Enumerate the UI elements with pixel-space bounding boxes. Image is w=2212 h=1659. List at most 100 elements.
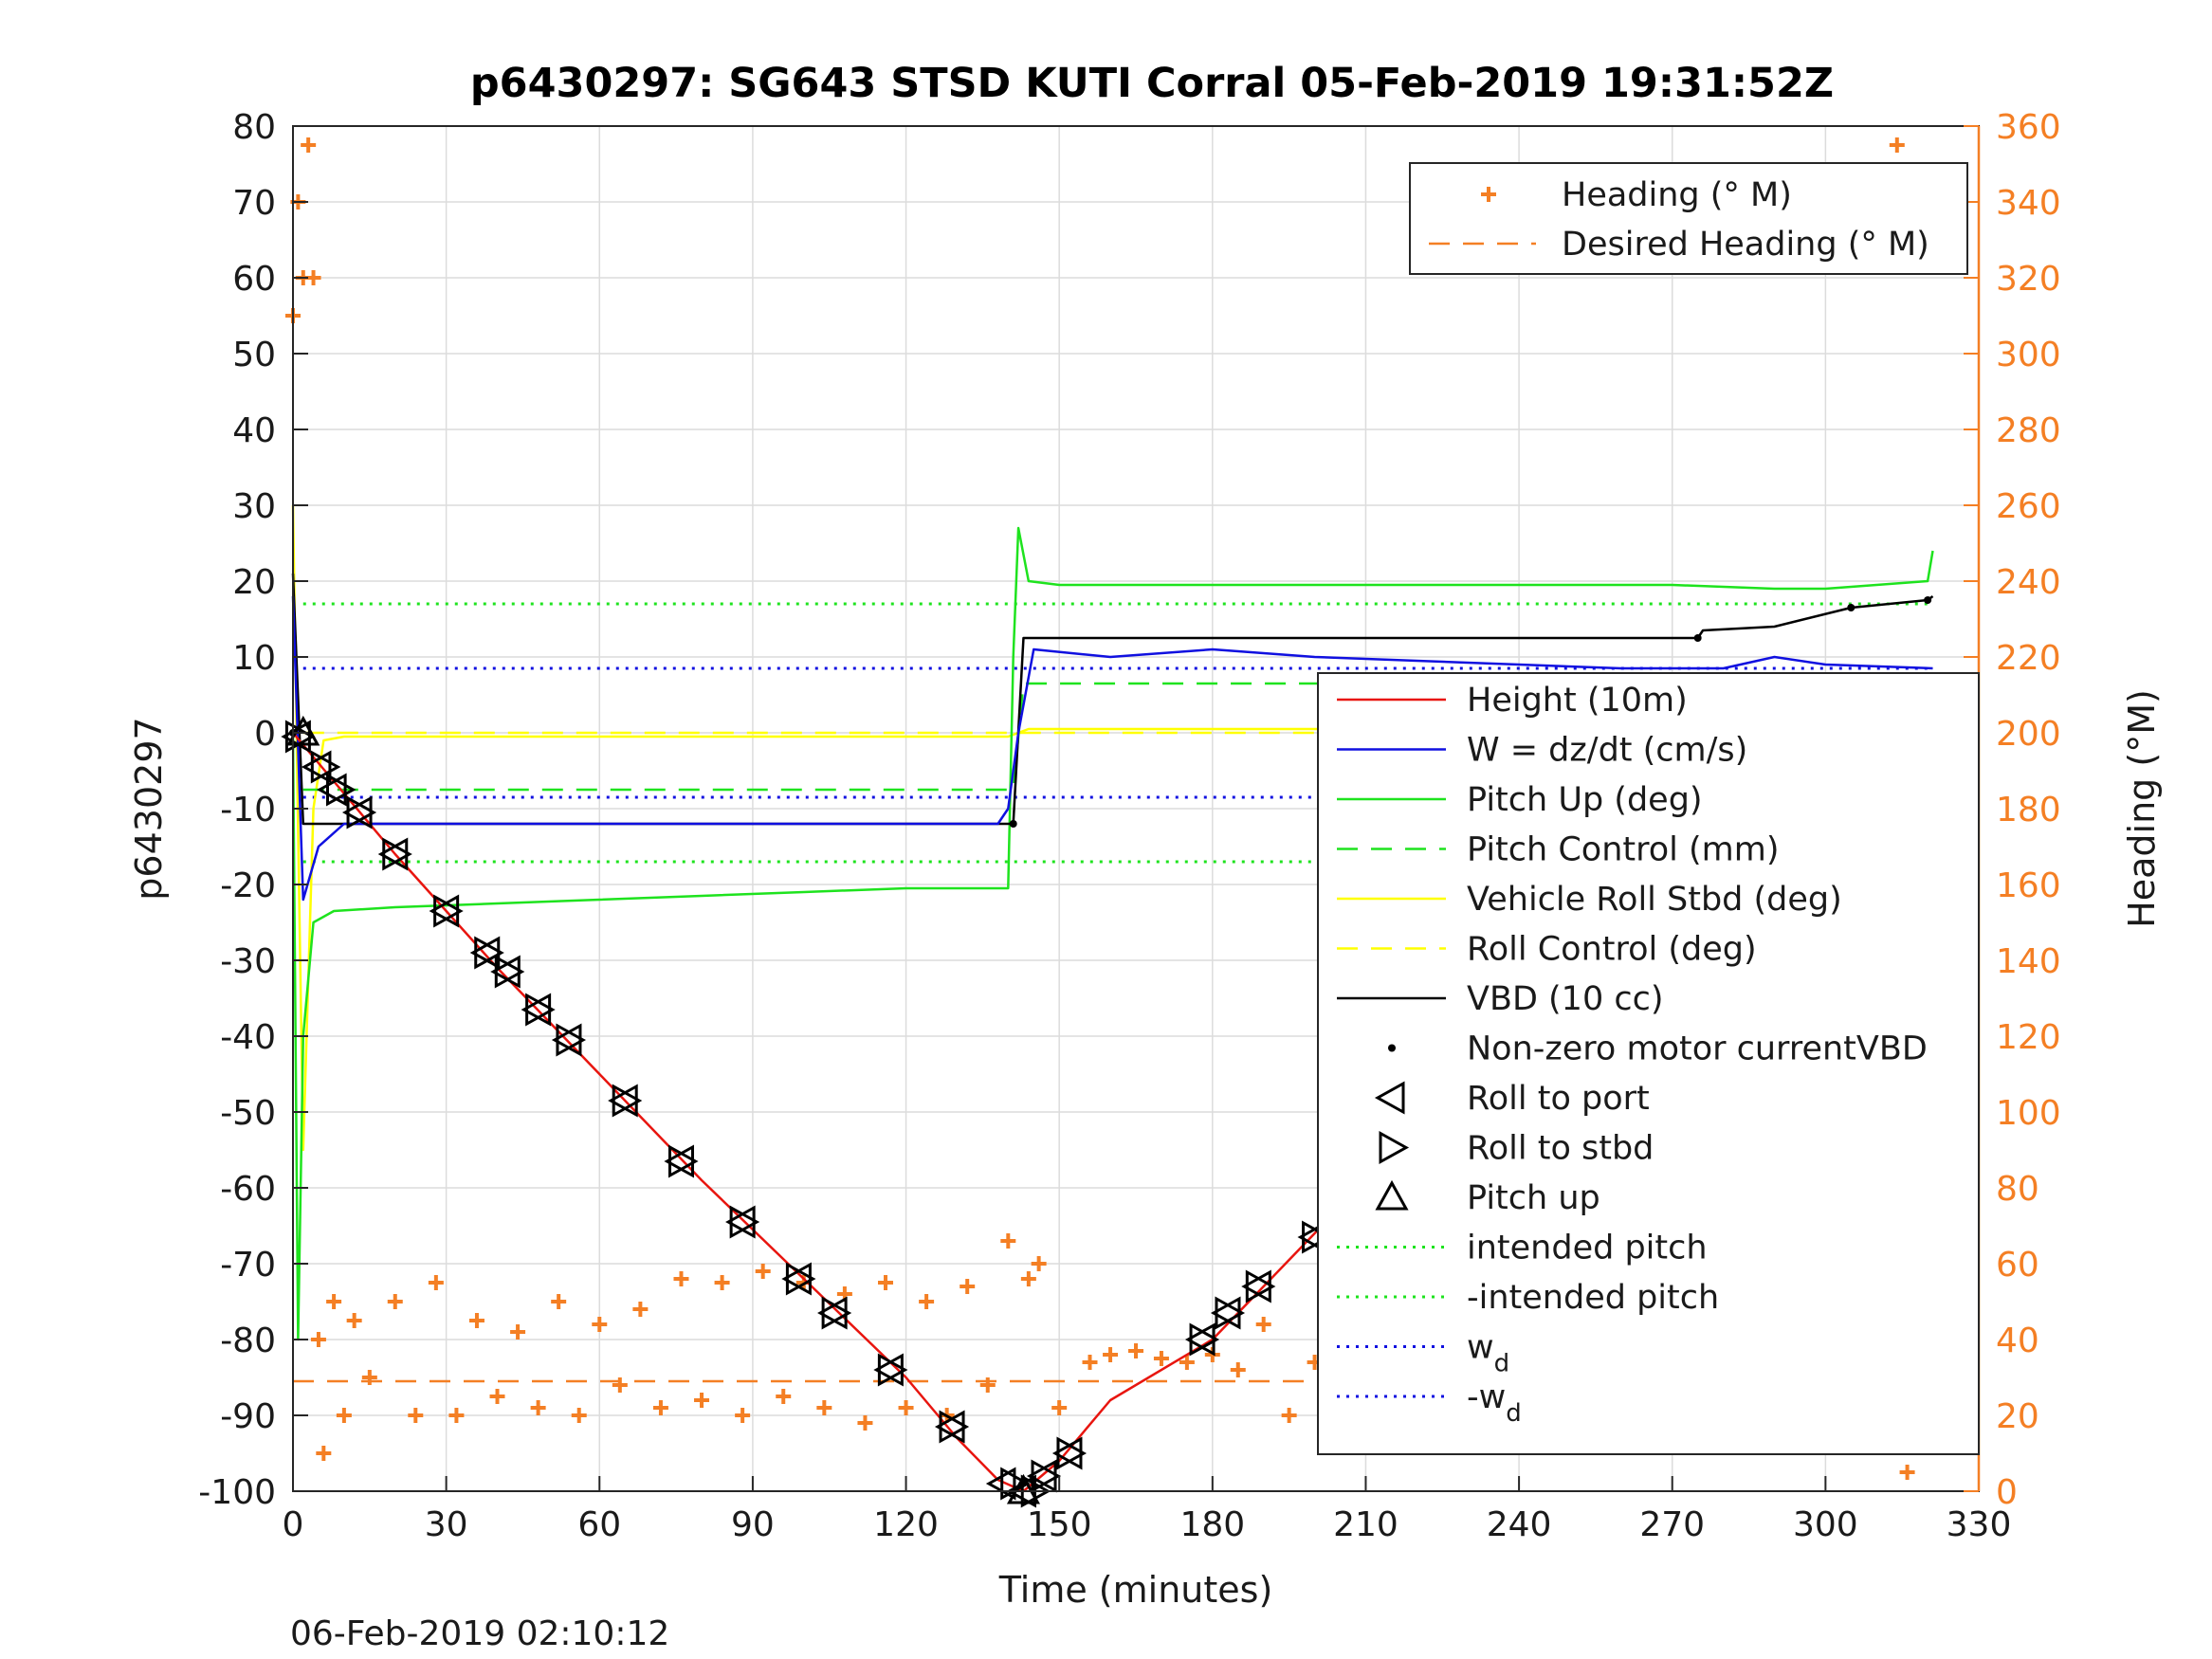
point-heading-m xyxy=(1128,1343,1143,1358)
point-heading-m xyxy=(1179,1355,1195,1370)
legend-main-label: Roll to port xyxy=(1467,1080,1650,1118)
point-roll-to-stbd xyxy=(785,1262,816,1296)
point-roll-to-stbd xyxy=(612,1084,643,1118)
legend-heading-box xyxy=(1409,162,1968,275)
point-heading-m xyxy=(857,1415,873,1431)
point-roll-to-stbd xyxy=(1056,1436,1088,1470)
legend-main-marker xyxy=(1379,1130,1410,1165)
point-roll-to-stbd xyxy=(821,1296,852,1330)
x-axis-label: Time (minutes) xyxy=(998,1569,1273,1611)
point-roll-to-stbd xyxy=(433,894,464,928)
point-roll-to-port xyxy=(301,750,332,784)
point-non-zero-motor-currentvbd xyxy=(1847,604,1856,611)
right-y-tick-label: 0 xyxy=(1996,1473,2018,1512)
point-heading-m xyxy=(448,1408,465,1423)
point-heading-m xyxy=(310,1332,326,1347)
point-heading-m xyxy=(714,1275,730,1290)
point-heading-m xyxy=(1020,1271,1036,1286)
point-heading-m xyxy=(1230,1362,1246,1377)
y-tick-label: 10 xyxy=(232,639,276,678)
point-heading-m xyxy=(346,1313,362,1328)
point-heading-m xyxy=(510,1324,526,1340)
y-tick-label: 50 xyxy=(232,336,276,374)
right-y-tick-label: 260 xyxy=(1996,487,2061,526)
point-heading-m xyxy=(755,1264,771,1279)
point-roll-to-stbd xyxy=(494,955,525,989)
point-roll-to-stbd xyxy=(474,936,504,970)
legend-main-box xyxy=(1317,672,1980,1455)
point-roll-to-stbd xyxy=(1189,1322,1220,1357)
y-tick-label: -60 xyxy=(220,1170,276,1209)
chart-title: p6430297: SG643 STSD KUTI Corral 05-Feb-… xyxy=(470,60,1834,107)
point-heading-m xyxy=(776,1389,792,1404)
point-roll-to-stbd xyxy=(525,993,556,1027)
y-tick-label: -20 xyxy=(220,866,276,905)
point-roll-to-stbd xyxy=(1302,1220,1332,1254)
point-heading-m xyxy=(316,1446,332,1461)
point-heading-m xyxy=(632,1302,649,1317)
y-tick-label: 70 xyxy=(232,184,276,223)
point-heading-m xyxy=(919,1294,935,1309)
point-heading-m xyxy=(673,1271,689,1286)
point-roll-to-stbd xyxy=(382,837,412,871)
point-heading-m xyxy=(468,1313,484,1328)
point-roll-to-port xyxy=(317,773,347,807)
point-roll-to-stbd xyxy=(877,1353,908,1387)
x-tick-label: 120 xyxy=(873,1505,939,1544)
right-y-tick-label: 160 xyxy=(1996,866,2061,905)
y-tick-label: -90 xyxy=(220,1397,276,1436)
point-roll-to-stbd xyxy=(1031,1459,1062,1493)
point-heading-m xyxy=(408,1408,424,1423)
point-heading-m xyxy=(301,137,317,153)
right-y-tick-label: 300 xyxy=(1996,336,2061,374)
x-tick-label: 180 xyxy=(1179,1505,1245,1544)
point-heading-m xyxy=(1899,1465,1915,1480)
x-tick-label: 270 xyxy=(1639,1505,1705,1544)
point-heading-m xyxy=(1082,1355,1098,1370)
x-tick-label: 330 xyxy=(1947,1505,2012,1544)
legend-main-label: Non-zero motor currentVBD xyxy=(1467,1030,1928,1068)
y-tick-label: 0 xyxy=(254,715,276,754)
legend-heading-plus xyxy=(1481,187,1496,202)
y-tick-label: 20 xyxy=(232,563,276,602)
point-non-zero-motor-currentvbd xyxy=(1693,634,1702,642)
point-heading-m xyxy=(960,1279,976,1294)
y-tick-label: 30 xyxy=(232,487,276,526)
y-tick-label: -70 xyxy=(220,1246,276,1285)
right-y-tick-label: 60 xyxy=(1996,1246,2039,1285)
legend-main-label: Roll Control (deg) xyxy=(1467,931,1757,969)
point-heading-m xyxy=(1000,1233,1016,1249)
legend-heading-label: Desired Heading (° M) xyxy=(1562,226,1929,264)
x-tick-label: 30 xyxy=(425,1505,468,1544)
point-heading-m xyxy=(1103,1347,1119,1362)
x-tick-label: 210 xyxy=(1333,1505,1398,1544)
point-heading-m xyxy=(530,1400,546,1415)
point-heading-m xyxy=(489,1389,505,1404)
series-pitch-up xyxy=(286,715,1041,1504)
point-heading-m xyxy=(326,1294,342,1309)
point-heading-m xyxy=(612,1377,628,1393)
legend-main-label: Roll to stbd xyxy=(1467,1130,1654,1168)
right-y-tick-label: 120 xyxy=(1996,1018,2061,1057)
right-y-tick-label: 80 xyxy=(1996,1170,2039,1209)
legend-main-marker xyxy=(1388,1044,1396,1052)
point-heading-m xyxy=(1889,137,1905,153)
point-heading-m xyxy=(336,1408,352,1423)
y-tick-label: -40 xyxy=(220,1018,276,1057)
point-heading-m xyxy=(428,1275,444,1290)
legend-main-marker xyxy=(1374,1081,1405,1115)
legend-main-label: Vehicle Roll Stbd (deg) xyxy=(1467,881,1842,919)
point-roll-to-stbd xyxy=(1215,1296,1246,1330)
x-tick-label: 90 xyxy=(731,1505,775,1544)
point-roll-to-stbd xyxy=(325,773,356,807)
right-y-tick-label: 20 xyxy=(1996,1397,2039,1436)
point-heading-m xyxy=(652,1400,668,1415)
point-roll-to-stbd xyxy=(667,1144,699,1178)
right-y-tick-label: 180 xyxy=(1996,791,2061,830)
x-tick-label: 240 xyxy=(1487,1505,1552,1544)
y-tick-label: -50 xyxy=(220,1094,276,1133)
point-roll-to-stbd xyxy=(1245,1269,1276,1304)
point-pitch-up xyxy=(286,715,320,746)
right-y-axis-label: Heading (°M) xyxy=(2121,689,2163,928)
legend-main: Height (10m) W = dz/dt (cm/s) Pitch Up (de… xyxy=(1317,672,1980,1455)
